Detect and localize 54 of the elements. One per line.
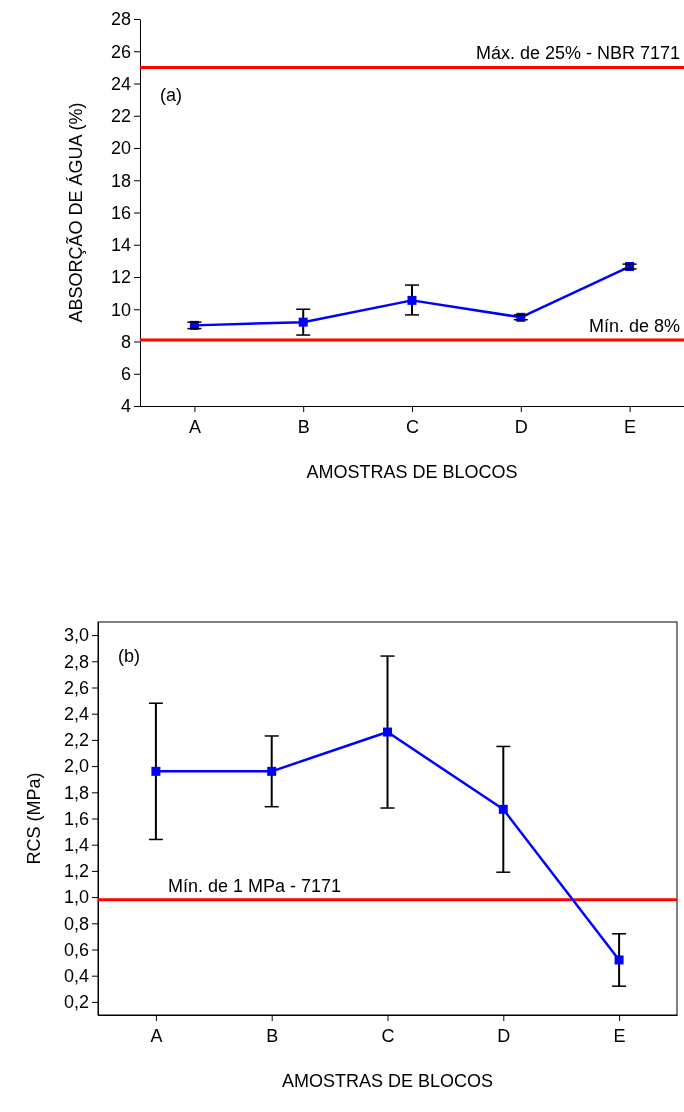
y-axis-title: ABSORÇÃO DE ÁGUA (%) — [65, 102, 86, 323]
y-tick-label: 16 — [110, 202, 131, 223]
y-tick-label: 0,6 — [63, 939, 89, 960]
y-tick-label: 22 — [110, 106, 131, 127]
annotation: (a) — [160, 85, 182, 105]
y-tick-label: 4 — [120, 396, 131, 417]
y-axis-title: RCS (MPa) — [24, 772, 44, 865]
x-tick-label: E — [613, 1026, 626, 1046]
x-axis-title: AMOSTRAS DE BLOCOS — [281, 1071, 494, 1091]
y-tick-label: 0,4 — [63, 965, 89, 986]
x-tick-label: E — [624, 417, 637, 437]
ref-line-label: Máx. de 25% - NBR 7171 — [475, 43, 680, 64]
annotation: (b) — [118, 646, 140, 666]
point — [267, 766, 277, 776]
y-tick-label: 10 — [110, 299, 131, 320]
y-tick-label: 2,2 — [63, 730, 89, 751]
y-tick-label: 2,6 — [63, 677, 89, 698]
x-tick-label: B — [266, 1026, 279, 1046]
point — [498, 804, 508, 814]
y-tick-label: 1,8 — [63, 782, 89, 803]
y-tick-label: 8 — [120, 331, 131, 352]
x-tick-label: D — [497, 1026, 511, 1046]
y-tick-label: 1,0 — [63, 887, 89, 908]
y-tick-label: 3,0 — [63, 625, 89, 646]
x-tick-label: D — [514, 417, 528, 437]
y-tick-label: 1,6 — [63, 808, 89, 829]
x-axis-title: AMOSTRAS DE BLOCOS — [306, 462, 518, 482]
y-tick-label: 28 — [110, 9, 131, 30]
y-tick-label: 1,4 — [63, 834, 89, 855]
x-tick-label: B — [297, 417, 310, 437]
y-tick-label: 0,2 — [63, 992, 89, 1013]
point — [151, 766, 161, 776]
x-tick-label: C — [381, 1026, 395, 1046]
y-tick-label: 20 — [110, 138, 131, 159]
y-tick-label: 1,2 — [63, 861, 89, 882]
ref-line-label: Mín. de 8% — [588, 315, 680, 336]
x-tick-label: A — [188, 417, 201, 437]
x-tick-label: C — [406, 417, 419, 437]
point — [298, 317, 308, 327]
y-tick-label: 6 — [120, 364, 131, 385]
y-tick-label: 12 — [110, 267, 131, 288]
x-tick-label: A — [150, 1026, 163, 1046]
y-tick-label: 2,4 — [63, 703, 89, 724]
point — [407, 295, 417, 305]
y-tick-label: 14 — [110, 235, 131, 256]
y-tick-label: 2,8 — [63, 651, 89, 672]
y-tick-label: 26 — [110, 41, 131, 62]
y-tick-label: 18 — [110, 170, 131, 191]
point — [614, 955, 624, 965]
y-tick-label: 2,0 — [63, 756, 89, 777]
y-tick-label: 0,8 — [63, 913, 89, 934]
point — [383, 727, 392, 737]
y-tick-label: 24 — [110, 73, 131, 94]
ref-line-label: Mín. de 1 MPa - 7171 — [168, 875, 342, 896]
